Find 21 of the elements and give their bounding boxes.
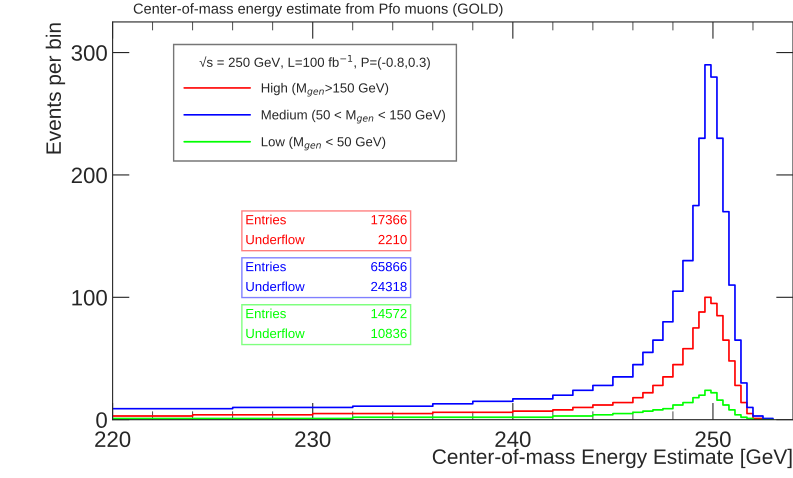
y-axis-title: Events per bin <box>46 23 66 154</box>
x-tick-label: 240 <box>495 431 531 448</box>
legend-label: High (M$_{gen}$>150 GeV) <box>262 82 388 97</box>
text: Entries 65866 <box>246 262 407 272</box>
y-tick-label: 100 <box>72 290 107 306</box>
x-tick-label: 230 <box>295 431 330 448</box>
x-tick-label: 250 <box>696 431 731 448</box>
text: Entries 14572 <box>246 308 407 318</box>
text: Underflow 24318 <box>246 282 407 292</box>
legend-title: √s = 250 GeV, L=100 fb$^{−1}$, P=(-0.8,0.3) <box>200 55 430 70</box>
text: Underflow 2210 <box>246 234 407 244</box>
text: Underflow 10836 <box>246 328 407 338</box>
legend-label: Medium (50 < M$_{gen}$ < 150 GeV) <box>262 110 445 124</box>
x-tick-label: 220 <box>95 431 130 448</box>
legend-label: Low (M$_{gen}$ < 50 GeV) <box>262 136 386 150</box>
y-tick-label: 200 <box>72 167 107 184</box>
text: Entries 17366 <box>246 214 407 224</box>
x-axis-title: Center-of-mass Energy Estimate [GeV] <box>432 448 792 468</box>
y-tick-label: 0 <box>96 412 107 428</box>
y-tick-label: 300 <box>72 45 107 61</box>
chart-title: Center-of-mass energy estimate from Pfo muons (GOLD) <box>134 3 502 17</box>
